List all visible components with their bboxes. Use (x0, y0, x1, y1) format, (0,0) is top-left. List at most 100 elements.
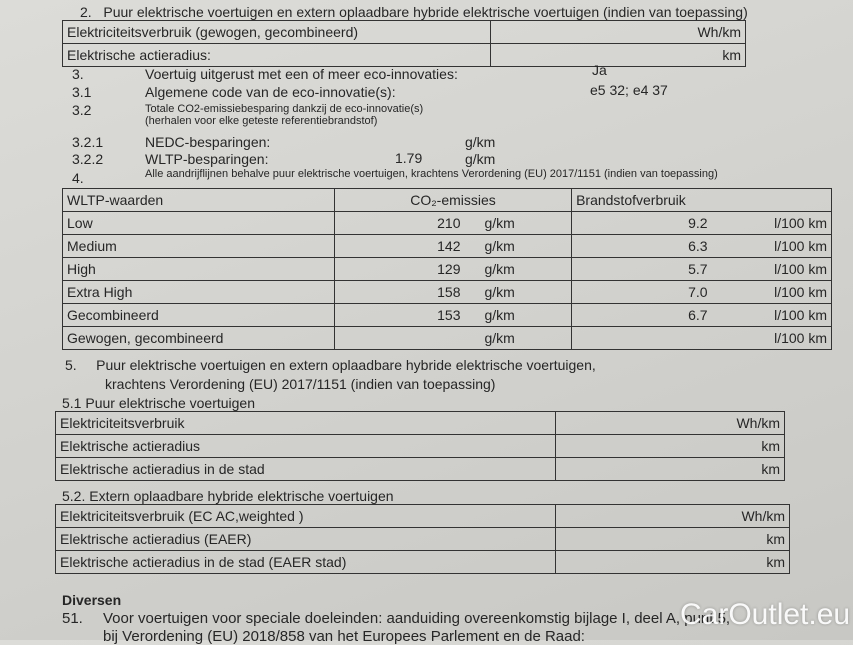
row-unit: Wh/km (555, 411, 785, 435)
section-title: Puur elektrische voertuigen en extern op… (96, 357, 596, 373)
header-wltp: WLTP-waarden (62, 188, 335, 212)
table-row: Elektrische actieradius in de stad km (55, 457, 785, 481)
item-number: 3.2.1 (72, 134, 104, 150)
section-number: 5. (65, 357, 77, 373)
row-unit: km (555, 457, 785, 481)
fuel-value: 9.2 (571, 211, 712, 235)
fuel-value: 6.7 (571, 303, 712, 327)
row-label: Elektriciteitsverbruik (55, 411, 556, 435)
section-subtitle: krachtens Verordening (EU) 2017/1151 (in… (105, 376, 496, 392)
item-label: Totale CO2-emissiebesparing dankzij de e… (145, 103, 424, 115)
row-label: Elektrische actieradius (55, 434, 556, 458)
row-unit: km (555, 434, 785, 458)
table-row: Elektriciteitsverbruik (EC AC,weighted )… (55, 504, 790, 528)
fuel-unit: l/100 km (711, 280, 832, 304)
co2-value: 142 (334, 234, 465, 258)
table-row: Elektriciteitsverbruik Wh/km (55, 411, 785, 435)
row-label: Medium (62, 234, 335, 258)
item-value: 1.79 (395, 150, 423, 166)
section-title: Alle aandrijflijnen behalve puur elektri… (145, 168, 718, 180)
row-label: Elektrische actieradius in de stad (55, 457, 556, 481)
row-label: Elektrische actieradius in de stad (EAER… (55, 550, 556, 574)
table-row: Gewogen, gecombineerd g/km l/100 km (62, 326, 832, 350)
table-row: Elektrische actieradius in de stad (EAER… (55, 550, 790, 574)
co2-unit: g/km (464, 280, 573, 304)
item-number: 3.2.2 (72, 151, 104, 167)
item-label: WLTP-besparingen: (145, 151, 269, 167)
co2-unit: g/km (464, 257, 573, 281)
co2-value: 153 (334, 303, 465, 327)
fuel-value: 7.0 (571, 280, 712, 304)
table-5-1: Elektriciteitsverbruik Wh/km Elektrische a… (55, 411, 785, 481)
table-s2: Elektriciteitsverbruik (gewogen, gecombi… (62, 20, 746, 67)
co2-value: 158 (334, 280, 465, 304)
section-5-heading: 5. Puur elektrische voertuigen en extern… (65, 356, 596, 394)
item-text: bij Verordening (EU) 2018/858 van het Eu… (103, 628, 585, 645)
item-label: Voertuig uitgerust met een of meer eco-i… (145, 66, 458, 82)
item-label: Algemene code van de eco-innovatie(s): (145, 84, 396, 100)
table-5-2: Elektriciteitsverbruik (EC AC,weighted )… (55, 504, 790, 574)
row-label: Low (62, 211, 335, 235)
table-title: 5.1 Puur elektrische voertuigen (62, 395, 255, 411)
item-value: Ja (592, 62, 607, 78)
co2-unit: g/km (464, 211, 573, 235)
co2-unit: g/km (464, 303, 573, 327)
table-title: 5.2. Extern oplaadbare hybride elektrisc… (62, 488, 394, 504)
table-row: Low 210 g/km 9.2 l/100 km (62, 211, 832, 235)
row-unit: km (555, 550, 790, 574)
table-row: Medium 142 g/km 6.3 l/100 km (62, 234, 832, 258)
watermark-logo: CarOutlet.eu (680, 598, 851, 631)
table-row: Elektrische actieradius: km (62, 43, 746, 67)
row-unit: Wh/km (490, 20, 746, 44)
fuel-unit: l/100 km (711, 326, 832, 350)
section-number: 2. (80, 4, 92, 20)
table-row: Elektriciteitsverbruik (gewogen, gecombi… (62, 20, 746, 44)
co2-value: 129 (334, 257, 465, 281)
table-row: Gecombineerd 153 g/km 6.7 l/100 km (62, 303, 832, 327)
item-unit: g/km (465, 134, 496, 150)
section-number: 4. (72, 170, 84, 186)
row-label: Extra High (62, 280, 335, 304)
item-number: 51. (62, 610, 83, 627)
co2-unit: g/km (464, 234, 573, 258)
item-text: Voor voertuigen voor speciale doeleinden… (103, 610, 731, 627)
table-row: Elektrische actieradius km (55, 434, 785, 458)
co2-value (334, 326, 465, 350)
co2-value: 210 (334, 211, 465, 235)
table-row: High 129 g/km 5.7 l/100 km (62, 257, 832, 281)
item-value: e5 32; e4 37 (590, 82, 668, 98)
item-label: NEDC-besparingen: (145, 134, 271, 150)
row-unit: km (555, 527, 790, 551)
item-label-note: (herhalen voor elke geteste referentiebr… (145, 115, 378, 127)
header-co2: CO₂-emissies (333, 188, 573, 212)
section-title: Puur elektrische voertuigen en extern op… (103, 4, 748, 20)
table-header-row: WLTP-waarden CO₂-emissies Brandstofverbrui… (62, 188, 832, 212)
table-row: Elektrische actieradius (EAER) km (55, 527, 790, 551)
wltp-table: WLTP-waarden CO₂-emissies Brandstofverbrui… (62, 188, 832, 350)
fuel-unit: l/100 km (711, 303, 832, 327)
row-unit: Wh/km (555, 504, 790, 528)
row-label: Gecombineerd (62, 303, 335, 327)
fuel-value: 6.3 (571, 234, 712, 258)
row-unit: km (490, 43, 746, 67)
row-label: Gewogen, gecombineerd (62, 326, 335, 350)
co2-unit: g/km (464, 326, 573, 350)
item-number: 3. (72, 66, 84, 82)
item-number: 3.2 (72, 102, 92, 118)
fuel-unit: l/100 km (711, 257, 832, 281)
section-2-heading: 2. Puur elektrische voertuigen en extern… (80, 4, 748, 20)
row-label: Elektriciteitsverbruik (EC AC,weighted ) (55, 504, 556, 528)
header-fuel: Brandstofverbruik (571, 188, 832, 212)
row-label: Elektrische actieradius (EAER) (55, 527, 556, 551)
table-row: Extra High 158 g/km 7.0 l/100 km (62, 280, 832, 304)
row-label: High (62, 257, 335, 281)
fuel-value: 5.7 (571, 257, 712, 281)
fuel-value (571, 326, 712, 350)
fuel-unit: l/100 km (711, 211, 832, 235)
fuel-unit: l/100 km (711, 234, 832, 258)
item-number: 3.1 (72, 84, 92, 100)
diversen-heading: Diversen (62, 592, 122, 608)
row-label: Elektrische actieradius: (62, 43, 491, 67)
item-unit: g/km (465, 151, 496, 167)
row-label: Elektriciteitsverbruik (gewogen, gecombi… (62, 20, 491, 44)
